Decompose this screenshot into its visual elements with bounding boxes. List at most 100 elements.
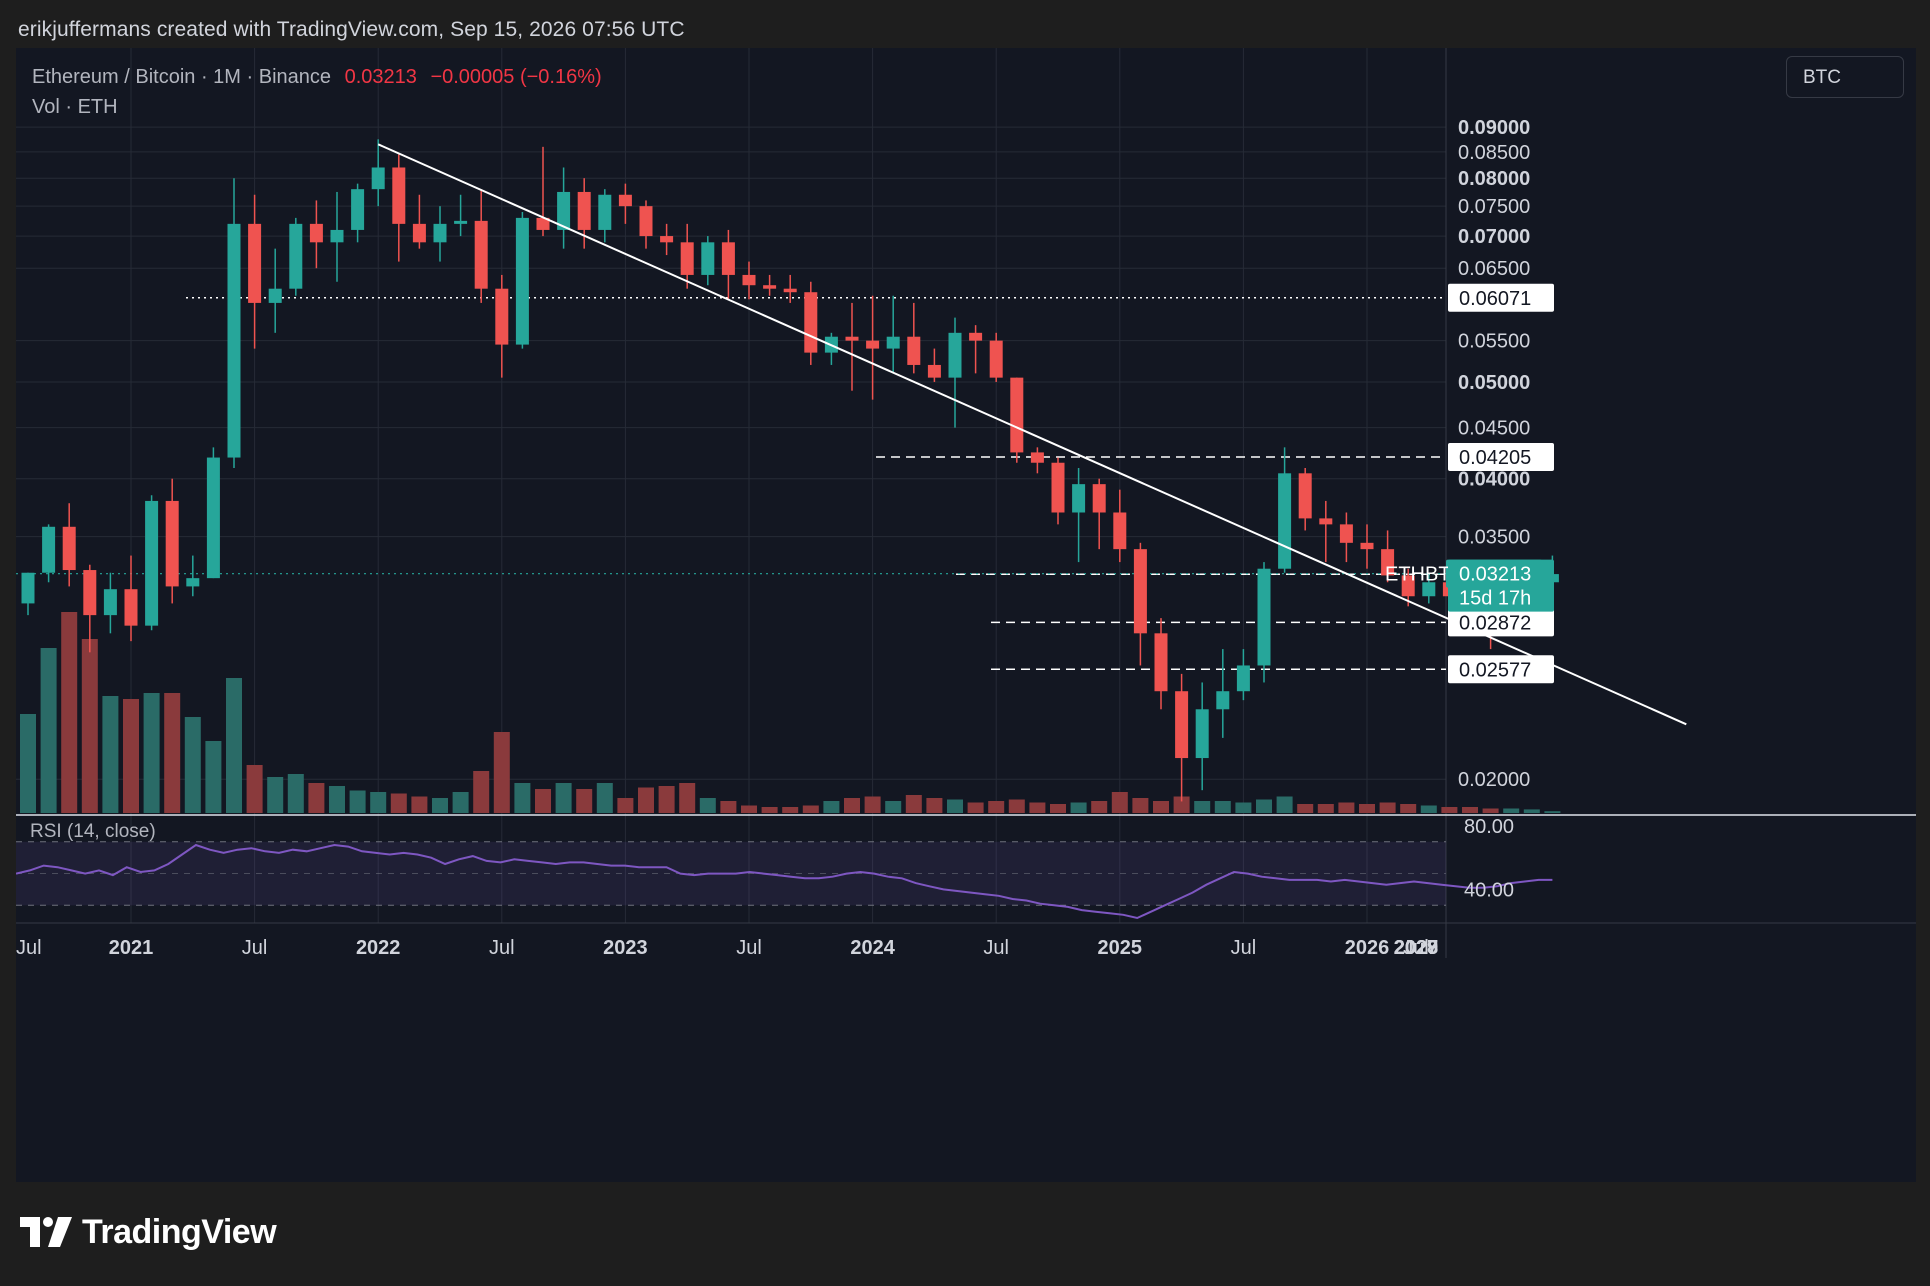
volume-bar (493, 732, 510, 813)
time-tick-label: Jul (983, 937, 1009, 959)
volume-bar (40, 648, 57, 813)
symbol-legend[interactable]: Ethereum / Bitcoin · 1M · Binance 0.0321… (32, 66, 602, 89)
candle-body (557, 191, 571, 230)
volume-bar (761, 807, 778, 813)
volume-legend[interactable]: Vol · ETH (32, 96, 118, 118)
level-label-box (1448, 655, 1554, 684)
rsi-pane: RSI (14, close) 80.00 40.00 (16, 816, 1553, 920)
rsi-tick-label: 40.00 (1464, 879, 1514, 901)
time-tick-label: Jul (1403, 937, 1429, 959)
candle-body (866, 340, 880, 349)
candle-body (474, 220, 488, 289)
time-tick-label: Jul (489, 937, 515, 959)
volume-bar (1029, 802, 1046, 813)
volume-bar (1523, 809, 1540, 813)
candle-body (1175, 691, 1189, 759)
candle-body (371, 167, 385, 190)
volume-bar (1297, 804, 1314, 813)
time-tick-label: 2029 (1394, 937, 1439, 959)
price-tick-label: 0.08000 (1458, 168, 1530, 190)
volume-bar (81, 639, 98, 813)
candle-body (886, 336, 900, 349)
candle-body (206, 457, 220, 579)
volume-bar (720, 801, 737, 813)
candle-body (1216, 691, 1230, 710)
volume-bar (1153, 801, 1169, 813)
symbol-tag: ETHBTC (1385, 564, 1465, 586)
candle-body (145, 500, 159, 626)
candle-body (289, 223, 303, 289)
candle-body (186, 578, 200, 587)
volume-bar (1050, 804, 1066, 813)
volume-bar (926, 798, 943, 813)
volume-bar (1359, 804, 1375, 813)
candle-body (1072, 484, 1086, 513)
volume-bar (1276, 796, 1293, 813)
volume-bar (617, 798, 634, 813)
candle-body (21, 572, 35, 604)
volume-bar (1091, 801, 1108, 813)
time-tick-label: 2028 (1394, 937, 1439, 959)
candle-body (454, 220, 468, 224)
volume-bar (1338, 802, 1355, 813)
rsi-tick-label: 80.00 (1464, 816, 1514, 838)
currency-button[interactable]: BTC (1786, 56, 1904, 98)
symbol-title[interactable]: Ethereum / Bitcoin · 1M · Binance (32, 66, 332, 88)
candle-body (83, 570, 97, 616)
tradingview-logo[interactable]: TradingView (20, 1212, 277, 1252)
price-tick-label: 0.02000 (1458, 769, 1530, 791)
volume-bar (1214, 801, 1231, 813)
countdown-label: 15d 17h (1459, 588, 1531, 610)
price-axis: 0.060710.042050.032090.028720.025770.090… (1385, 117, 1554, 791)
candle-body (969, 332, 983, 341)
volume-bar (1132, 798, 1149, 813)
volume-bar (287, 774, 304, 813)
candle-body (309, 223, 323, 243)
time-tick-label: 2023 (603, 937, 648, 959)
candle-body (1195, 709, 1209, 759)
time-tick-label: 2021 (109, 937, 154, 959)
volume-bar (988, 801, 1005, 813)
volume-bar (967, 802, 984, 813)
rsi-line (16, 843, 1553, 920)
price-tick-label: 0.08500 (1458, 142, 1530, 164)
volume-bar (658, 786, 675, 813)
volume-bar (823, 801, 840, 813)
candle-body (330, 229, 344, 243)
price-tick-label: 0.04000 (1458, 469, 1530, 491)
candle-body (1360, 542, 1374, 550)
time-tick-label: Jul (16, 937, 42, 959)
volume-bar (143, 693, 160, 813)
time-tick-label: 2025 (1098, 937, 1143, 959)
time-axis: Jul 2021 Jul 2022 Jul 2023 Jul 2024 Jul 2025 Jul 20… (16, 937, 1438, 959)
price-tick-label: 0.06500 (1458, 258, 1530, 280)
candle-body (268, 288, 282, 303)
volume-bar (20, 714, 36, 813)
time-tick-label: Jul (1231, 937, 1257, 959)
volume-bar (596, 783, 613, 813)
chart-frame[interactable]: RSI (14, close) 80.00 40.00 0.06071 0.04205… (16, 48, 1916, 1182)
volume-bar (123, 699, 139, 813)
chart-canvas[interactable]: RSI (14, close) 80.00 40.00 0.06071 0.04205… (16, 48, 1916, 1182)
candle-body (1298, 473, 1312, 519)
candle-body (721, 242, 735, 275)
volume-bar (1400, 804, 1417, 813)
time-tick-label: 2022 (356, 937, 401, 959)
volume-bar (1503, 808, 1520, 813)
volume-bar (1379, 802, 1396, 813)
volume-bar (1194, 801, 1211, 813)
volume-bar (411, 796, 428, 813)
time-tick-label: Jul (1403, 937, 1429, 959)
candle-body (248, 223, 262, 303)
candle-body (680, 242, 694, 275)
candle-body (1030, 452, 1044, 463)
candle-body (1051, 462, 1065, 513)
volume-bar (1441, 807, 1458, 813)
volume-bar (205, 741, 222, 813)
candle-body (927, 364, 941, 378)
price-tick-label: 0.09000 (1458, 117, 1530, 139)
volume-bar (844, 798, 860, 813)
volume-bar (329, 786, 345, 813)
volume-bar (349, 790, 366, 813)
volume-bar (1544, 811, 1561, 813)
